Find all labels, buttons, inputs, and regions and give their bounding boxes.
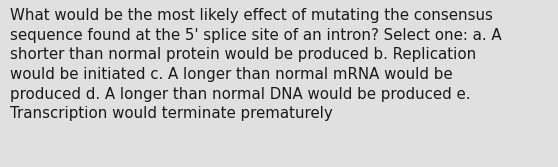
Text: What would be the most likely effect of mutating the consensus
sequence found at: What would be the most likely effect of …: [10, 8, 502, 121]
